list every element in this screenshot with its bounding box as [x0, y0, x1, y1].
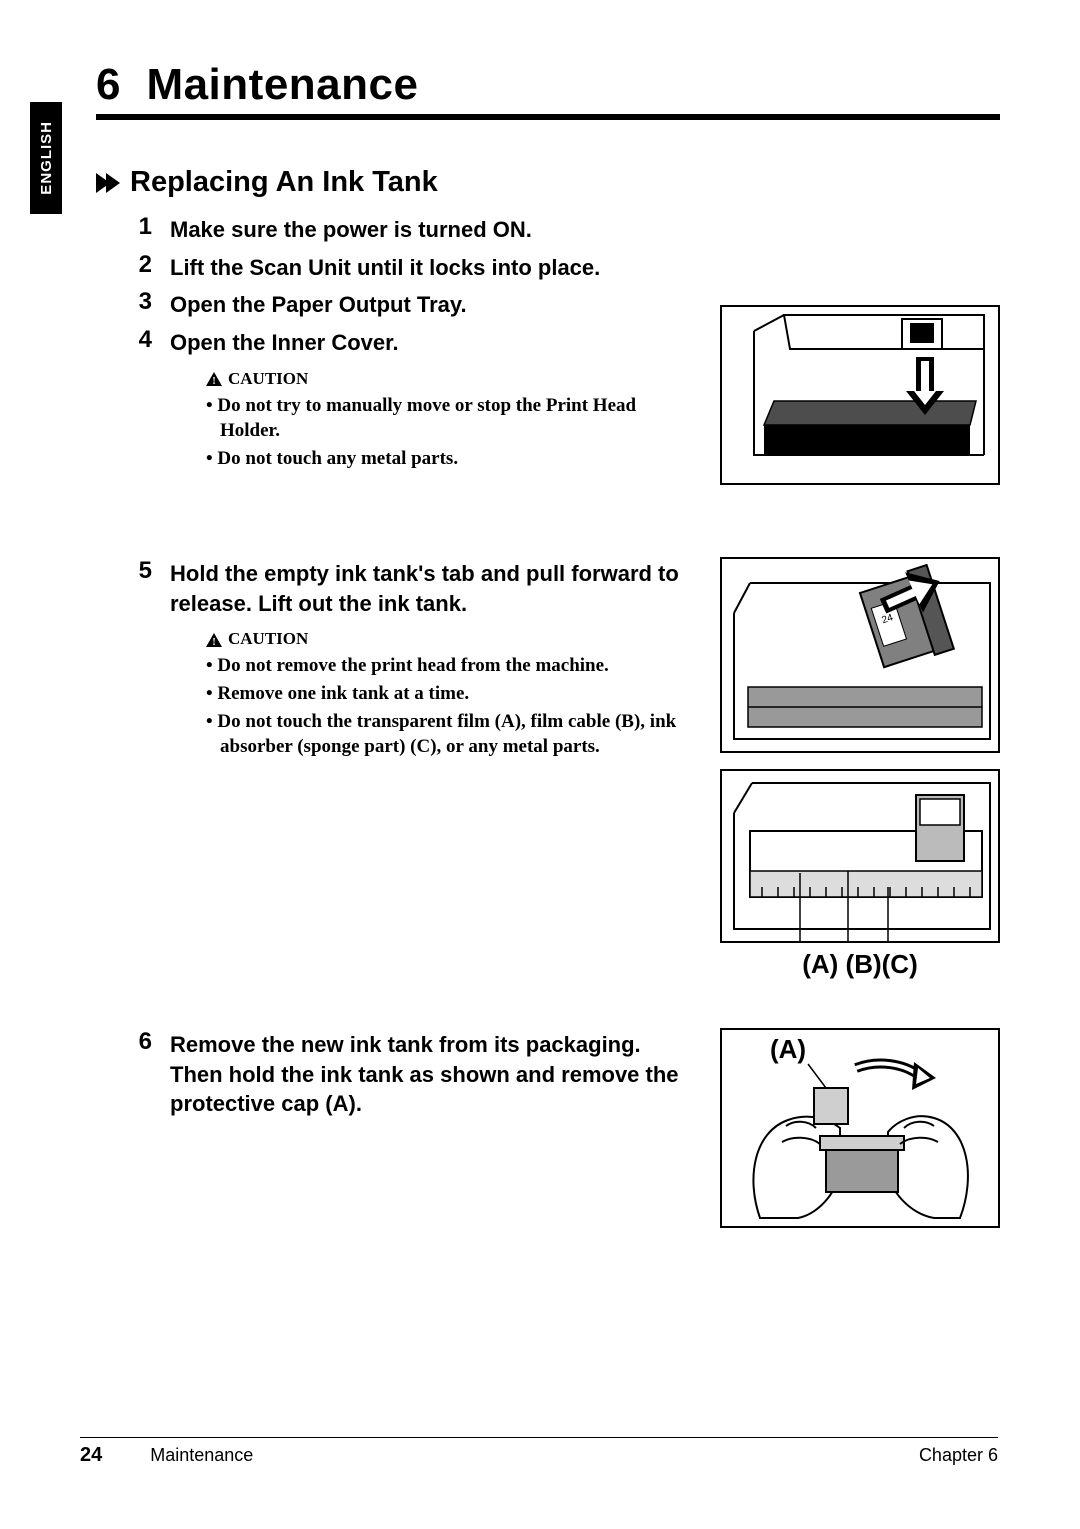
step-number: 1 — [128, 213, 152, 241]
caution-item: Remove one ink tank at a time. — [206, 681, 690, 707]
svg-text:!: ! — [212, 376, 215, 386]
step-number: 3 — [128, 288, 152, 316]
step-number: 5 — [128, 557, 152, 585]
caution-item: Do not touch the transparent film (A), f… — [206, 709, 690, 760]
illustration-remove-cap — [720, 1028, 1000, 1228]
step-3: 3 Open the Paper Output Tray. — [128, 288, 690, 320]
step-5: 5 Hold the empty ink tank's tab and pull… — [128, 557, 690, 618]
step-text: Open the Paper Output Tray. — [170, 288, 467, 320]
warning-icon: ! — [206, 372, 222, 386]
illustration-open-cover — [720, 305, 1000, 485]
illustration-remove-tank: 24 — [720, 557, 1000, 753]
step-text: Make sure the power is turned ON. — [170, 213, 532, 245]
step-text: Remove the new ink tank from its packagi… — [170, 1028, 690, 1119]
chapter-title: Maintenance — [146, 60, 418, 109]
caution-label-text: CAUTION — [228, 368, 308, 391]
footer-chapter: Chapter 6 — [919, 1445, 998, 1466]
page-footer: 24 Maintenance Chapter 6 — [80, 1437, 998, 1467]
illustration-parts-abc — [720, 769, 1000, 943]
caution-block-1: ! CAUTION Do not try to manually move or… — [206, 368, 690, 472]
footer-section: Maintenance — [150, 1445, 919, 1466]
section-title: Replacing An Ink Tank — [96, 166, 1000, 199]
section-title-text: Replacing An Ink Tank — [130, 166, 438, 199]
step-text: Open the Inner Cover. — [170, 326, 399, 358]
step-number: 4 — [128, 326, 152, 354]
caution-item: Do not remove the print head from the ma… — [206, 653, 690, 679]
section-arrows-icon — [96, 173, 120, 193]
caution-item: Do not try to manually move or stop the … — [206, 393, 690, 444]
language-tab: ENGLISH — [30, 102, 62, 214]
caution-label-text: CAUTION — [228, 628, 308, 651]
caution-item: Do not touch any metal parts. — [206, 446, 690, 472]
step-text: Lift the Scan Unit until it locks into p… — [170, 251, 600, 283]
svg-text:!: ! — [212, 637, 215, 647]
step-2: 2 Lift the Scan Unit until it locks into… — [128, 251, 690, 283]
chapter-number: 6 — [96, 60, 121, 109]
step-number: 6 — [128, 1028, 152, 1056]
page-number: 24 — [80, 1444, 102, 1467]
abc-callout-label: (A) (B)(C) — [720, 949, 1000, 980]
language-tab-text: ENGLISH — [38, 121, 55, 195]
step-4: 4 Open the Inner Cover. — [128, 326, 690, 358]
step-1: 1 Make sure the power is turned ON. — [128, 213, 690, 245]
step-6: 6 Remove the new ink tank from its packa… — [128, 1028, 690, 1119]
warning-icon: ! — [206, 633, 222, 647]
step-text: Hold the empty ink tank's tab and pull f… — [170, 557, 690, 618]
a-callout-label: (A) — [770, 1034, 806, 1065]
step-number: 2 — [128, 251, 152, 279]
chapter-header: 6 Maintenance — [96, 60, 1000, 120]
caution-block-2: ! CAUTION Do not remove the print head f… — [206, 628, 690, 760]
